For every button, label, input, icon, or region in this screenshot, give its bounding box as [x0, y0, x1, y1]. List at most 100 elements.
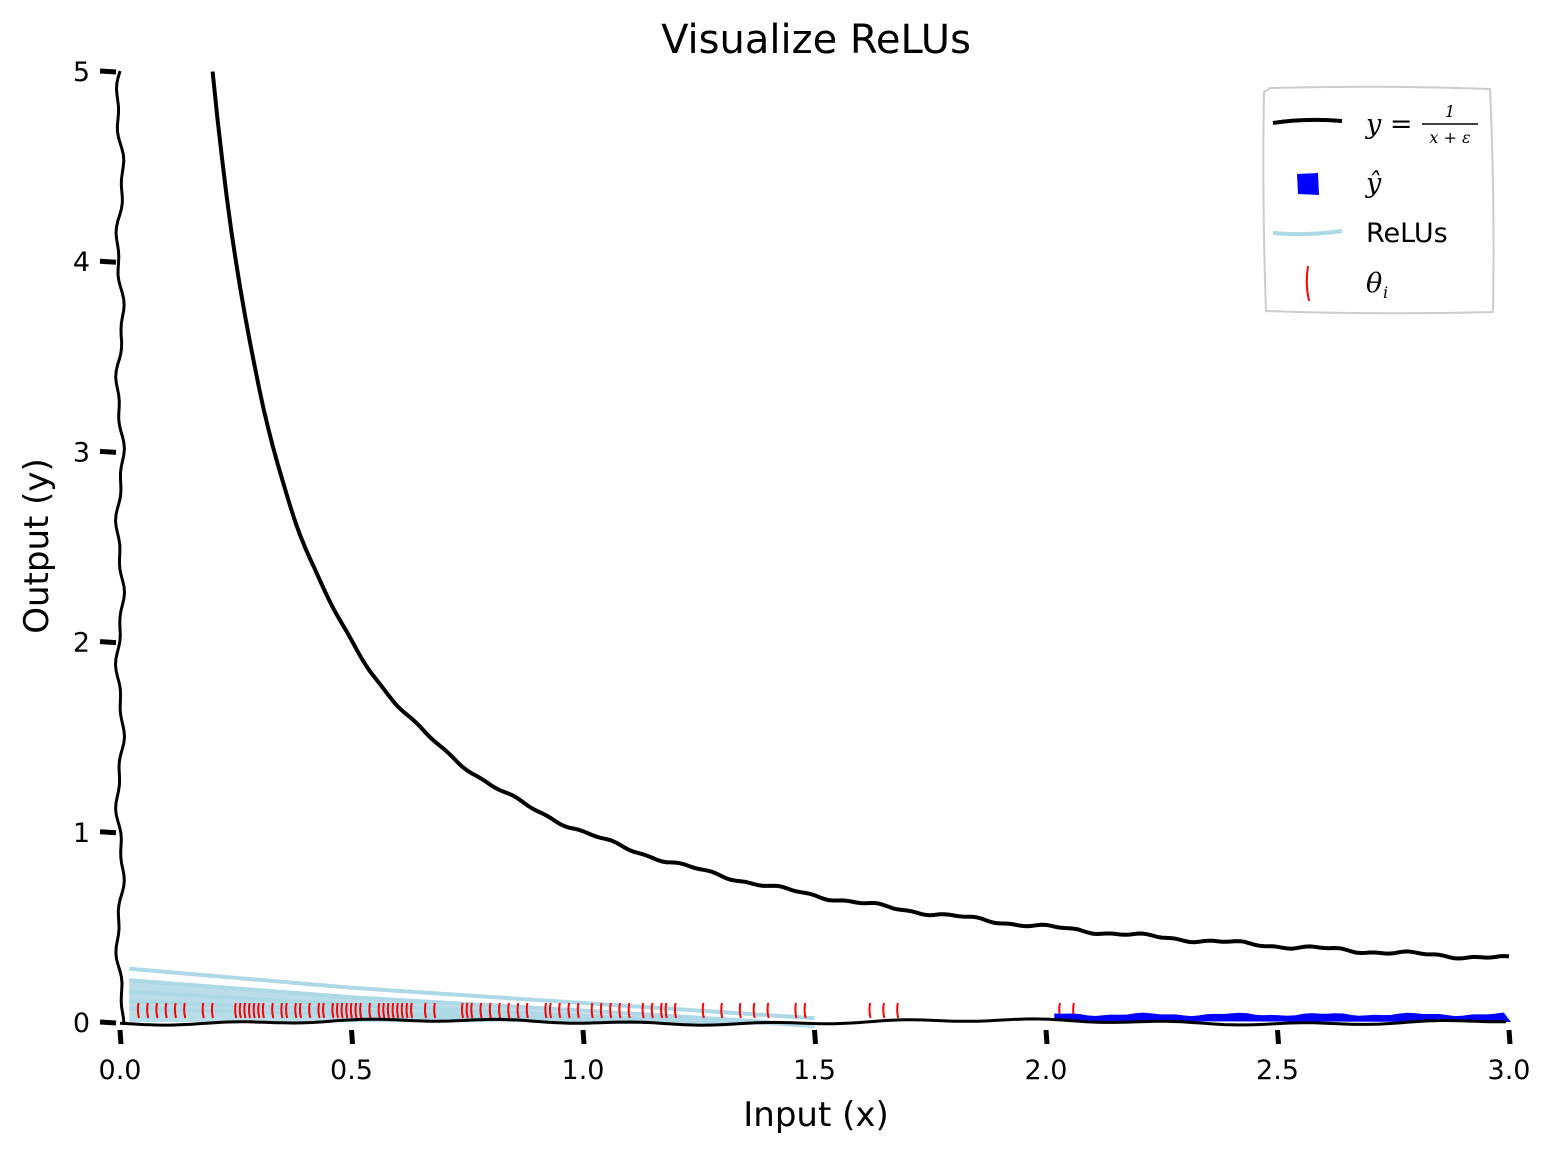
- theta-marker: [470, 1002, 474, 1019]
- x-tick-mark: [812, 1029, 818, 1045]
- theta-marker: [271, 1002, 275, 1019]
- target-curve-series: [210, 71, 1510, 961]
- x-tick-mark: [349, 1029, 355, 1045]
- axes: [113, 70, 1507, 1027]
- theta-marker: [331, 1002, 335, 1019]
- theta-marker: [544, 1002, 548, 1019]
- theta-marker: [155, 1002, 159, 1019]
- theta-marker: [294, 1002, 298, 1019]
- theta-marker: [516, 1002, 520, 1019]
- y-tick-label: 0: [73, 1008, 90, 1039]
- theta-marker: [243, 1002, 247, 1019]
- theta-markers: [136, 1002, 1076, 1019]
- relu-line: [129, 966, 815, 1021]
- theta-marker: [576, 1002, 580, 1019]
- theta-marker: [308, 1002, 312, 1019]
- yhat-series: [1054, 1012, 1512, 1023]
- theta-marker: [567, 1002, 571, 1019]
- theta-marker: [738, 1002, 742, 1019]
- x-tick-mark: [1043, 1029, 1050, 1045]
- theta-marker: [173, 1002, 178, 1019]
- legend-relus-label: ReLUs: [1366, 218, 1448, 249]
- x-tick-mark: [117, 1029, 124, 1045]
- theta-marker: [896, 1002, 900, 1019]
- x-tick-label: 1.0: [562, 1055, 605, 1086]
- theta-marker: [298, 1002, 303, 1019]
- theta-marker: [479, 1002, 483, 1019]
- legend-frame: [1262, 85, 1495, 315]
- theta-marker: [382, 1002, 386, 1019]
- y-axis-label: Output (y): [17, 458, 57, 634]
- theta-marker: [433, 1002, 437, 1019]
- theta-marker: [400, 1002, 404, 1019]
- x-tick-label: 2.5: [1256, 1055, 1299, 1086]
- theta-marker: [280, 1002, 284, 1019]
- theta-marker: [558, 1002, 562, 1019]
- theta-marker: [261, 1002, 265, 1019]
- x-tick-mark: [1506, 1029, 1513, 1045]
- legend-theta-swatch: [1305, 265, 1310, 302]
- theta-marker: [525, 1002, 529, 1019]
- y-tick-mark: [99, 639, 117, 646]
- legend-target-swatch: [1272, 117, 1343, 125]
- y-tick-mark: [99, 1019, 117, 1026]
- legend: y = 1 x + ε ŷ ReLUs θ i: [1262, 85, 1495, 315]
- x-tick-mark: [1275, 1029, 1281, 1045]
- y-tick-label: 2: [73, 628, 90, 659]
- x-tick-label: 1.5: [793, 1055, 836, 1086]
- theta-marker: [354, 1002, 358, 1019]
- theta-marker: [701, 1002, 705, 1019]
- theta-marker: [599, 1002, 603, 1019]
- target-curve: [210, 71, 1510, 961]
- chart-title: Visualize ReLUs: [661, 17, 971, 63]
- theta-marker: [882, 1002, 886, 1019]
- theta-marker: [794, 1002, 798, 1019]
- theta-marker: [238, 1002, 242, 1019]
- theta-marker: [488, 1002, 492, 1019]
- theta-marker: [247, 1002, 252, 1019]
- theta-marker: [627, 1002, 631, 1019]
- x-ticks: 0.0 0.5 1.0 1.5 2.0 2.5 3.0: [99, 1029, 1530, 1086]
- theta-marker: [405, 1002, 409, 1019]
- theta-marker: [673, 1002, 678, 1019]
- y-tick-mark: [99, 258, 117, 265]
- theta-marker: [210, 1002, 215, 1019]
- theta-marker: [234, 1002, 238, 1019]
- theta-marker: [359, 1002, 363, 1019]
- theta-marker: [664, 1002, 668, 1019]
- theta-marker: [317, 1002, 321, 1019]
- theta-marker: [386, 1002, 390, 1019]
- theta-marker: [391, 1002, 395, 1019]
- theta-marker: [766, 1002, 770, 1019]
- y-tick-label: 3: [73, 437, 90, 468]
- theta-marker: [340, 1002, 344, 1019]
- x-axis-spine: [119, 1017, 1507, 1027]
- theta-marker: [868, 1002, 872, 1019]
- legend-target-frac-den: x + ε: [1429, 128, 1470, 147]
- theta-marker: [752, 1002, 756, 1019]
- theta-marker: [609, 1002, 613, 1019]
- yhat-band: [1054, 1012, 1512, 1023]
- theta-marker: [498, 1002, 502, 1019]
- legend-yhat-swatch: [1297, 173, 1319, 195]
- legend-relus-swatch: [1272, 229, 1343, 237]
- theta-marker: [345, 1002, 349, 1019]
- x-tick-label: 0.5: [330, 1055, 373, 1086]
- theta-marker: [641, 1002, 645, 1019]
- theta-marker: [396, 1002, 400, 1019]
- legend-target-label: y =: [1365, 109, 1412, 140]
- theta-marker: [507, 1002, 511, 1019]
- x-tick-label: 2.0: [1025, 1055, 1068, 1086]
- y-axis-spine: [113, 70, 127, 1026]
- theta-marker: [368, 1002, 372, 1019]
- legend-theta-label: θ: [1366, 268, 1382, 299]
- theta-marker: [349, 1002, 353, 1019]
- legend-target-frac-num: 1: [1445, 102, 1455, 121]
- y-tick-label: 1: [73, 818, 90, 849]
- theta-marker: [183, 1002, 187, 1019]
- x-tick-mark: [580, 1029, 587, 1045]
- theta-marker: [377, 1002, 381, 1019]
- theta-marker: [257, 1002, 261, 1019]
- theta-marker: [322, 1002, 326, 1019]
